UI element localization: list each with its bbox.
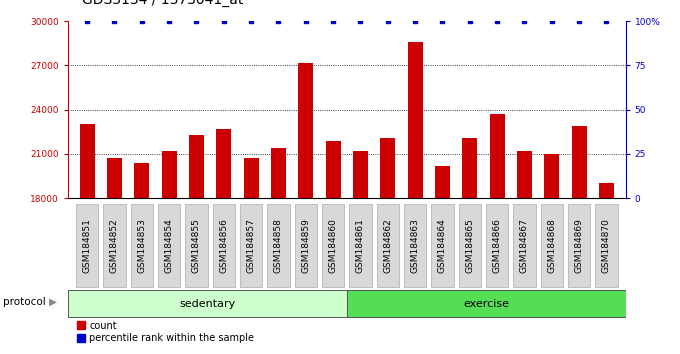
Text: GSM184857: GSM184857 bbox=[247, 218, 256, 273]
Bar bbox=[572, 126, 587, 198]
FancyBboxPatch shape bbox=[568, 204, 590, 287]
Bar bbox=[435, 166, 450, 198]
Text: GSM184860: GSM184860 bbox=[328, 218, 338, 273]
Text: GSM184862: GSM184862 bbox=[384, 218, 392, 273]
FancyBboxPatch shape bbox=[240, 204, 262, 287]
Legend: count, percentile rank within the sample: count, percentile rank within the sample bbox=[73, 317, 258, 347]
FancyBboxPatch shape bbox=[185, 204, 207, 287]
Text: GSM184855: GSM184855 bbox=[192, 218, 201, 273]
Text: GSM184859: GSM184859 bbox=[301, 218, 310, 273]
Bar bbox=[162, 151, 177, 198]
Text: GSM184854: GSM184854 bbox=[165, 218, 173, 273]
Bar bbox=[517, 151, 532, 198]
Text: sedentary: sedentary bbox=[180, 298, 235, 309]
FancyBboxPatch shape bbox=[431, 204, 454, 287]
Text: exercise: exercise bbox=[463, 298, 509, 309]
Text: GSM184863: GSM184863 bbox=[411, 218, 420, 273]
Bar bbox=[599, 183, 614, 198]
FancyBboxPatch shape bbox=[595, 204, 617, 287]
Text: GSM184852: GSM184852 bbox=[110, 218, 119, 273]
Text: ▶: ▶ bbox=[49, 297, 57, 307]
Text: GSM184868: GSM184868 bbox=[547, 218, 556, 273]
Bar bbox=[326, 141, 341, 198]
Text: GSM184867: GSM184867 bbox=[520, 218, 529, 273]
FancyBboxPatch shape bbox=[68, 290, 347, 317]
FancyBboxPatch shape bbox=[541, 204, 563, 287]
Text: GDS3134 / 1373041_at: GDS3134 / 1373041_at bbox=[82, 0, 243, 7]
Text: GSM184853: GSM184853 bbox=[137, 218, 146, 273]
Text: GSM184870: GSM184870 bbox=[602, 218, 611, 273]
FancyBboxPatch shape bbox=[213, 204, 235, 287]
FancyBboxPatch shape bbox=[267, 204, 290, 287]
Text: GSM184866: GSM184866 bbox=[492, 218, 502, 273]
Text: GSM184869: GSM184869 bbox=[575, 218, 583, 273]
Bar bbox=[353, 151, 368, 198]
Text: GSM184865: GSM184865 bbox=[465, 218, 474, 273]
FancyBboxPatch shape bbox=[350, 204, 372, 287]
FancyBboxPatch shape bbox=[131, 204, 153, 287]
Bar bbox=[299, 63, 313, 198]
Bar bbox=[462, 138, 477, 198]
Bar bbox=[80, 125, 95, 198]
FancyBboxPatch shape bbox=[458, 204, 481, 287]
Text: GSM184856: GSM184856 bbox=[219, 218, 228, 273]
FancyBboxPatch shape bbox=[513, 204, 536, 287]
Text: GSM184861: GSM184861 bbox=[356, 218, 365, 273]
Bar bbox=[216, 129, 231, 198]
FancyBboxPatch shape bbox=[347, 290, 626, 317]
Bar bbox=[271, 148, 286, 198]
Bar bbox=[407, 42, 423, 198]
Bar bbox=[490, 114, 505, 198]
FancyBboxPatch shape bbox=[377, 204, 399, 287]
FancyBboxPatch shape bbox=[103, 204, 126, 287]
Bar bbox=[544, 154, 560, 198]
FancyBboxPatch shape bbox=[158, 204, 180, 287]
Bar bbox=[243, 159, 258, 198]
Text: GSM184851: GSM184851 bbox=[83, 218, 92, 273]
Text: GSM184858: GSM184858 bbox=[274, 218, 283, 273]
Bar bbox=[107, 159, 122, 198]
Bar bbox=[134, 163, 150, 198]
FancyBboxPatch shape bbox=[76, 204, 99, 287]
FancyBboxPatch shape bbox=[486, 204, 509, 287]
Text: protocol: protocol bbox=[3, 297, 46, 307]
FancyBboxPatch shape bbox=[404, 204, 426, 287]
Text: GSM184864: GSM184864 bbox=[438, 218, 447, 273]
FancyBboxPatch shape bbox=[294, 204, 317, 287]
Bar bbox=[189, 135, 204, 198]
Bar bbox=[380, 138, 395, 198]
FancyBboxPatch shape bbox=[322, 204, 344, 287]
